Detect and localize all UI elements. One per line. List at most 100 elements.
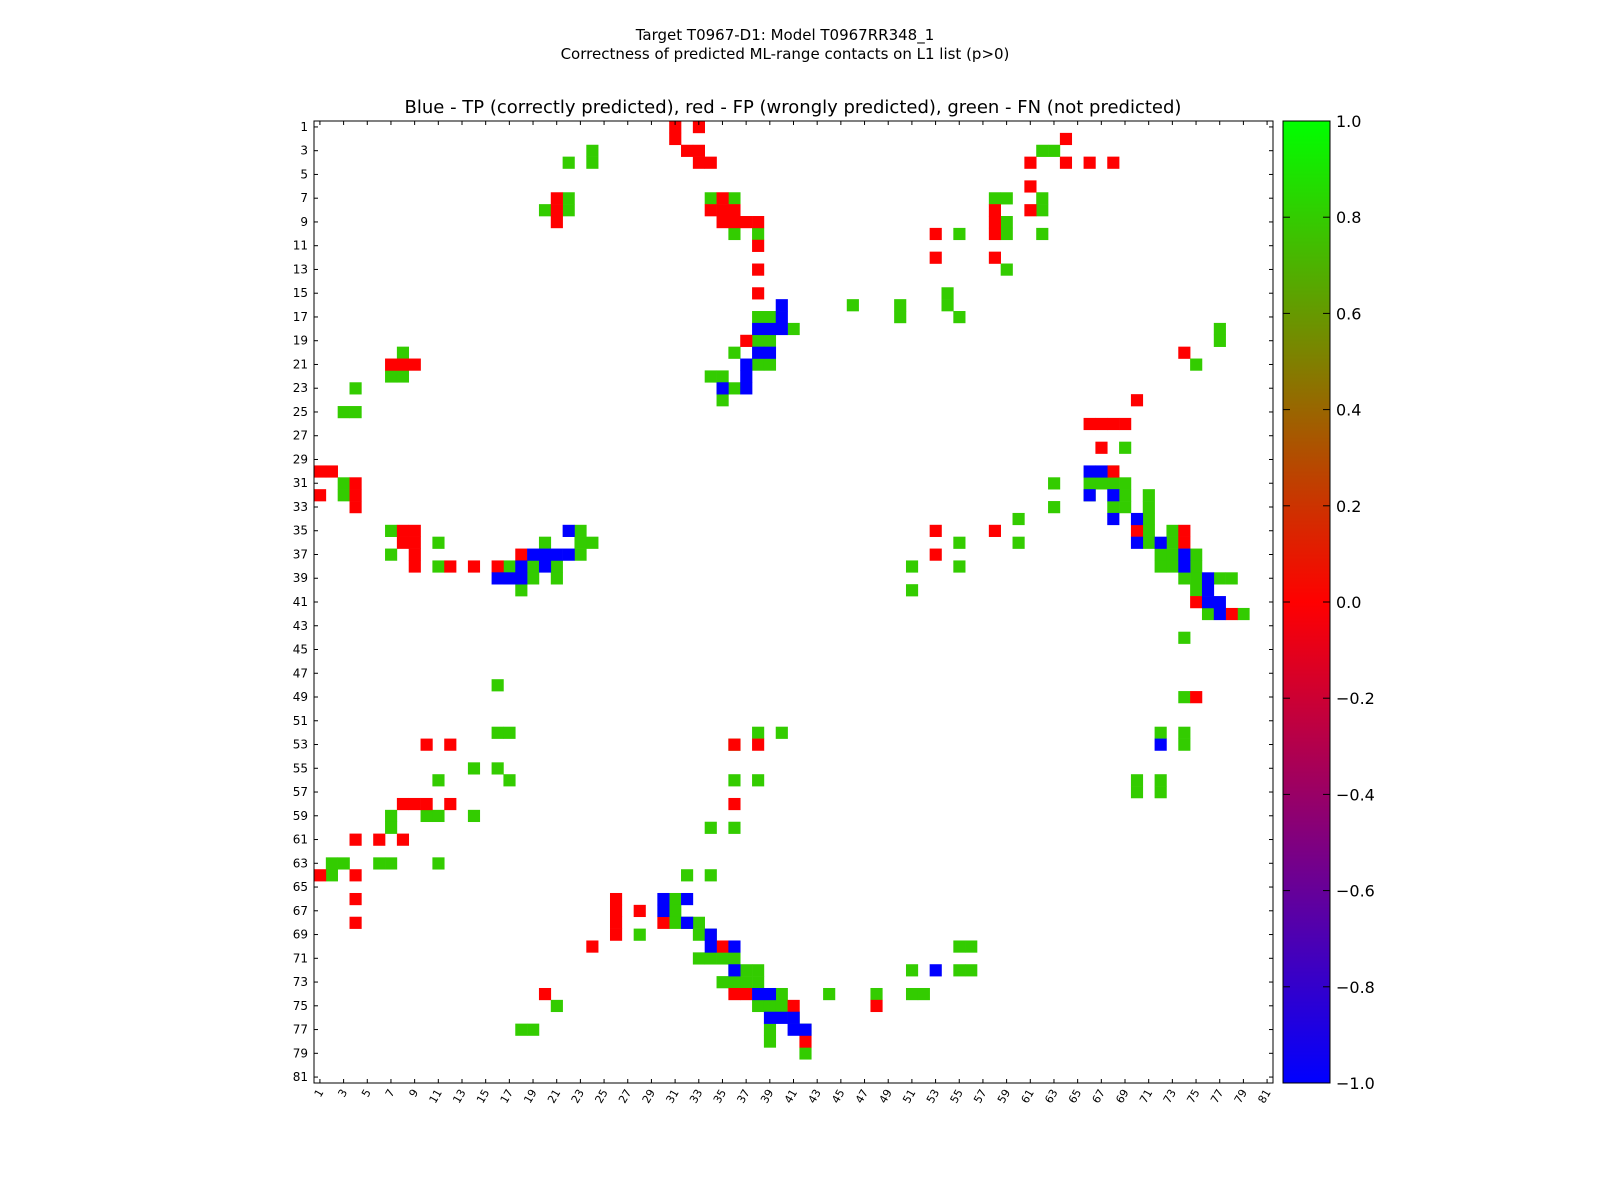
cell-fn	[1213, 322, 1226, 336]
cell-tp	[787, 1023, 800, 1036]
cell-fp	[728, 987, 741, 1001]
cell-fp	[349, 833, 362, 846]
cell-fp	[408, 797, 421, 811]
cell-fp	[728, 204, 741, 217]
cell-fn	[503, 560, 516, 573]
cell-tp	[728, 940, 741, 953]
cell-fp	[396, 797, 410, 811]
y-tick-label: 29	[293, 452, 308, 466]
cell-fn	[1048, 477, 1061, 490]
cell-fp	[1190, 691, 1203, 704]
cell-fn	[1036, 192, 1049, 205]
cell-fn	[1154, 726, 1167, 739]
cell-fn	[716, 370, 729, 383]
cell-fn	[385, 809, 398, 823]
cell-fp	[491, 560, 504, 573]
cell-fn	[1142, 536, 1155, 549]
cell-fn	[752, 227, 765, 241]
cell-fn	[965, 940, 978, 953]
cell-fp	[1107, 417, 1120, 431]
cell-fn	[1190, 548, 1203, 561]
cell-tp	[716, 382, 729, 395]
x-tick-label: 19	[521, 1087, 539, 1106]
cell-fp	[1083, 417, 1096, 431]
cell-fp	[870, 999, 883, 1013]
cell-fp	[467, 560, 481, 573]
cell-fp	[752, 738, 765, 751]
y-tick-label: 47	[293, 666, 308, 680]
cell-fn	[1130, 774, 1144, 787]
x-tick-label: 27	[616, 1087, 634, 1106]
cell-fn	[1048, 144, 1061, 157]
colorbar-tick-label: 0.0	[1336, 593, 1361, 612]
cell-fn	[1178, 691, 1191, 704]
cell-tp	[1201, 584, 1215, 597]
cell-fn	[1190, 584, 1203, 597]
cell-fn	[704, 370, 717, 383]
cell-fp	[609, 928, 623, 941]
x-tick-label: 33	[687, 1087, 705, 1106]
cell-tp	[681, 892, 694, 906]
cell-fn	[692, 928, 705, 941]
cell-fn	[692, 952, 705, 965]
cell-fn	[1107, 501, 1120, 514]
x-tick-label: 21	[545, 1087, 563, 1106]
cell-fn	[1166, 560, 1179, 573]
x-tick-label: 65	[1066, 1087, 1084, 1106]
cell-fp	[1130, 394, 1144, 407]
cell-fn	[527, 560, 540, 573]
cell-fn	[799, 1047, 812, 1060]
cell-fp	[408, 560, 421, 573]
x-tick-label: 43	[806, 1087, 824, 1106]
colorbar-tick-label: 1.0	[1336, 112, 1361, 131]
y-tick-label: 17	[293, 310, 308, 324]
cell-fn	[1000, 216, 1013, 229]
cell-tp	[681, 916, 694, 929]
y-tick-label: 61	[293, 833, 308, 847]
cell-fp	[1107, 156, 1120, 169]
cell-fn	[905, 584, 919, 597]
cell-fn	[669, 904, 682, 918]
cell-fn	[337, 406, 350, 419]
x-tick-label: 47	[853, 1087, 871, 1106]
cell-fp	[988, 524, 1001, 537]
cell-fn	[692, 916, 705, 929]
cell-fp	[385, 358, 398, 371]
cell-tp	[491, 572, 504, 585]
y-tick-label: 73	[293, 975, 308, 989]
cell-fp	[408, 524, 421, 537]
cell-fn	[432, 809, 445, 823]
cell-fp	[609, 892, 623, 906]
cell-fn	[1048, 501, 1061, 514]
cell-fn	[562, 156, 575, 169]
cell-tp	[1154, 536, 1167, 549]
colorbar-tick-label: −0.4	[1336, 785, 1375, 804]
cell-fn	[503, 774, 516, 787]
cell-fn	[1237, 607, 1250, 621]
cell-fn	[716, 976, 729, 989]
y-tick-label: 77	[293, 1023, 308, 1037]
cell-fp	[396, 833, 410, 846]
cell-tp	[1213, 596, 1226, 609]
cell-fp	[349, 869, 362, 882]
cell-tp	[740, 370, 753, 383]
cell-tp	[775, 311, 788, 324]
cell-fn	[1178, 631, 1191, 644]
cell-fn	[562, 192, 575, 205]
cell-fp	[988, 251, 1001, 264]
cell-fn	[953, 964, 966, 977]
colorbar	[1282, 120, 1331, 1084]
cell-fn	[953, 536, 966, 549]
colorbar-tick-label: −0.2	[1336, 689, 1375, 708]
cell-fp	[787, 999, 800, 1013]
cell-fn	[1107, 477, 1120, 490]
colorbar-tick-label: 0.8	[1336, 208, 1361, 227]
cell-fn	[562, 204, 575, 217]
cell-fp	[396, 358, 410, 371]
cell-tp	[763, 1011, 777, 1024]
cell-fn	[574, 536, 587, 549]
cell-fn	[704, 821, 717, 834]
cell-fn	[1178, 572, 1191, 585]
cell-tp	[763, 346, 777, 359]
